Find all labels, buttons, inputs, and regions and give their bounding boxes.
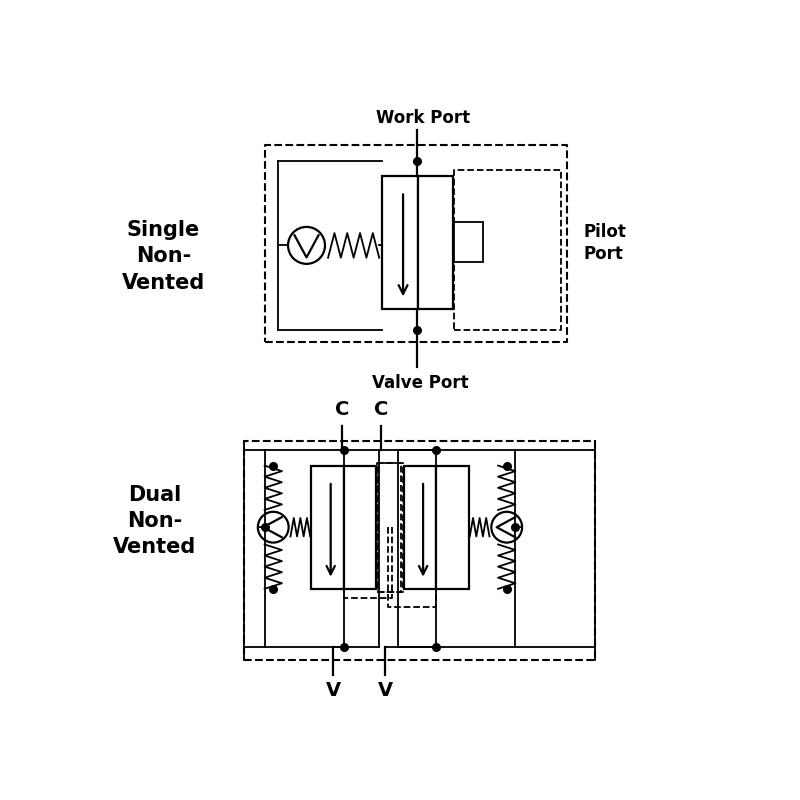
Bar <box>344 466 376 589</box>
Text: C: C <box>374 400 388 419</box>
Bar <box>454 222 482 262</box>
Bar <box>418 176 453 309</box>
Bar <box>382 176 418 309</box>
Bar <box>404 466 436 589</box>
Text: V: V <box>378 682 393 700</box>
Bar <box>436 466 469 589</box>
Text: Single
Non-
Vented: Single Non- Vented <box>122 220 206 293</box>
Text: Dual
Non-
Vented: Dual Non- Vented <box>113 485 196 558</box>
Text: Work Port: Work Port <box>377 109 470 127</box>
Text: V: V <box>326 682 341 700</box>
Text: C: C <box>335 400 350 419</box>
Text: Pilot
Port: Pilot Port <box>584 222 626 262</box>
Bar <box>311 466 344 589</box>
Text: Valve Port: Valve Port <box>372 374 469 393</box>
